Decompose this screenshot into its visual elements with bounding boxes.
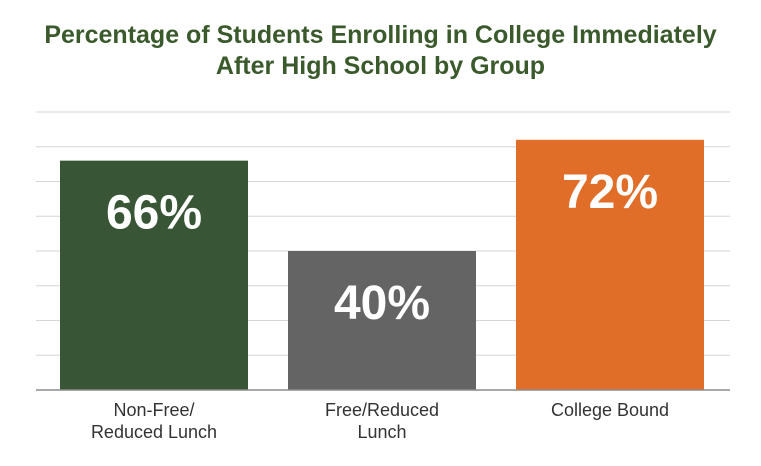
bar-value-label: 40% (334, 277, 430, 330)
chart-title-line-1: Percentage of Students Enrolling in Coll… (44, 21, 717, 49)
x-tick-label: College Bound (551, 400, 669, 420)
x-tick-label-line: College Bound (551, 400, 669, 420)
bar-value-label: 66% (106, 187, 202, 240)
x-tick-label: Free/Reduced Lunch (325, 400, 439, 442)
bars (60, 139, 704, 390)
x-tick-label-line: Non-Free/ (113, 400, 194, 420)
x-tick-label: Non-Free/Reduced Lunch (91, 400, 217, 442)
x-tick-label-line: Free/Reduced (325, 400, 439, 420)
bar (288, 251, 476, 390)
bar-value-label: 72% (562, 166, 658, 219)
x-tick-label-line: Reduced Lunch (91, 422, 217, 442)
chart-title: Percentage of Students Enrolling in Coll… (0, 20, 761, 82)
chart-title-line-2: After High School by Group (215, 52, 546, 80)
x-tick-label-line: Lunch (357, 422, 406, 442)
data-labels: 66% 40% 72% (106, 166, 658, 330)
x-tick-labels: Non-Free/Reduced Lunch Free/Reduced Lunch C… (91, 400, 669, 442)
bar (516, 139, 704, 390)
bar (60, 160, 248, 390)
